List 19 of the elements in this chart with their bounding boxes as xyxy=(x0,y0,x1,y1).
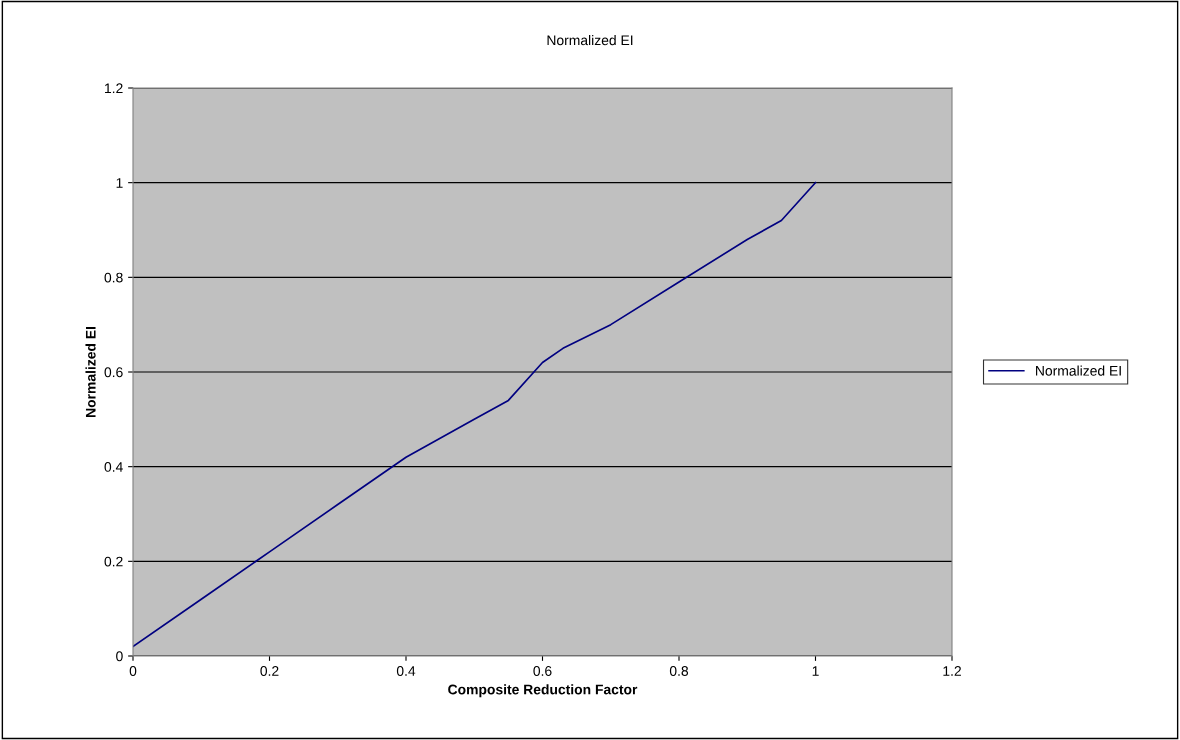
y-tick-label: 0.2 xyxy=(104,556,123,567)
x-tick-label: 0.6 xyxy=(533,666,552,676)
x-tick-label: 0.8 xyxy=(669,666,689,676)
y-tick-label: 0 xyxy=(116,651,123,662)
x-tick-label: 0 xyxy=(129,666,137,676)
y-axis-title: Normalized EI xyxy=(85,327,96,417)
y-tick-label: 1.2 xyxy=(105,83,123,94)
x-axis-title: Composite Reduction Factor xyxy=(448,684,638,698)
line-series xyxy=(133,181,817,648)
x-tick-label: 1 xyxy=(812,666,819,676)
y-tick-label: 0.4 xyxy=(104,462,123,472)
y-tick-label: 0.6 xyxy=(104,367,123,378)
y-tick-label: 0.8 xyxy=(104,272,123,283)
legend-label: Normalized EI xyxy=(1036,365,1121,376)
y-tick-label: 1 xyxy=(116,178,123,188)
x-tick-label: 0.2 xyxy=(260,666,279,676)
x-tick-label: 0.4 xyxy=(396,666,416,676)
chart-title: Normalized EI xyxy=(547,35,633,46)
x-tick-label: 1.2 xyxy=(943,666,961,676)
